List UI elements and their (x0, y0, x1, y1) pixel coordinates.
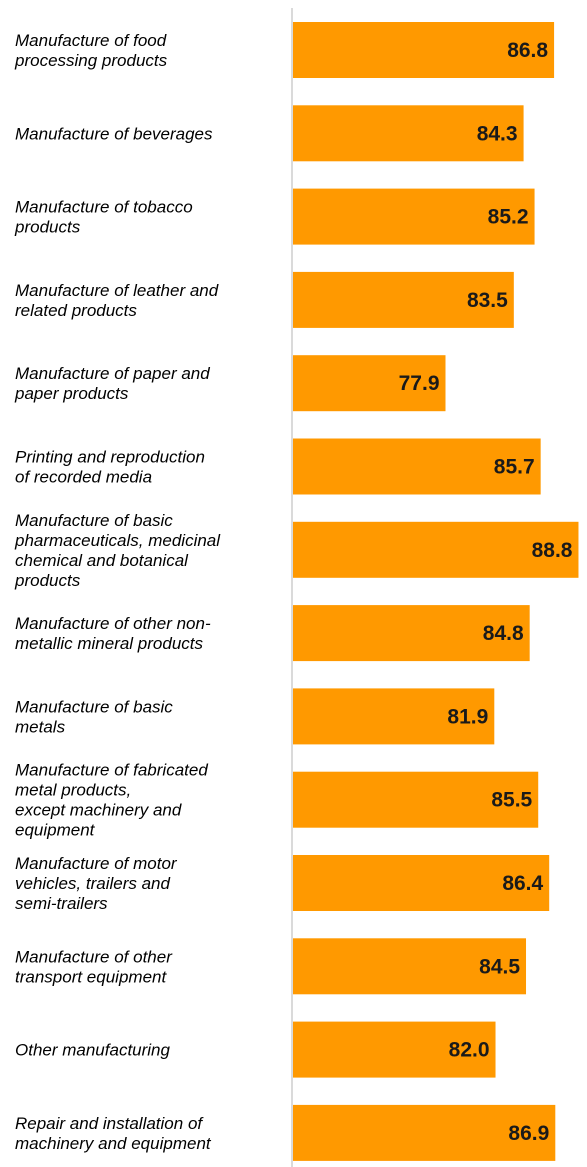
category-label-line: Repair and installation of (15, 1114, 204, 1133)
category-label-line: equipment (15, 821, 96, 840)
bar-11 (293, 855, 550, 911)
value-label-14: 86.9 (508, 1122, 549, 1145)
category-label-line: Manufacture of beverages (15, 124, 213, 143)
bar-7 (293, 521, 579, 578)
value-label-3: 85.2 (488, 206, 529, 229)
category-label-line: machinery and equipment (15, 1134, 212, 1153)
bar-6 (293, 438, 541, 495)
category-label-10: Manufacture of fabricated metal products,… (15, 761, 208, 840)
category-label-line: related products (15, 301, 137, 320)
category-label-14: Repair and installation of machinery and … (15, 1114, 212, 1153)
category-label-line: Manufacture of other non- (15, 614, 211, 633)
value-label-4: 83.5 (467, 289, 508, 312)
bar-3 (293, 188, 535, 245)
category-label-11: Manufacture of motor vehicles, trailers a… (15, 854, 178, 913)
category-label-5: Manufacture of paper and paper products (14, 364, 210, 403)
category-label-line: products (14, 218, 81, 237)
category-label-line: Manufacture of other (15, 947, 173, 966)
value-label-8: 84.8 (483, 622, 524, 645)
value-label-10: 85.5 (491, 789, 532, 812)
value-label-7: 88.8 (532, 539, 573, 562)
category-label-line: Other manufacturing (15, 1041, 171, 1060)
category-label-6: Printing and reproduction of recorded med… (15, 448, 205, 487)
bar-8 (293, 605, 530, 662)
bar-9 (293, 688, 495, 745)
value-label-1: 86.8 (507, 39, 548, 62)
category-label-line: metal products, (15, 781, 131, 800)
category-label-1: Manufacture of food processing products (14, 31, 168, 70)
category-label-line: Manufacture of leather and (15, 281, 219, 300)
category-label-line: Manufacture of basic (15, 697, 173, 716)
bar-13 (293, 1021, 496, 1078)
bar-1 (293, 22, 555, 78)
category-label-line: Printing and reproduction (15, 448, 205, 467)
category-label-line: metals (15, 717, 66, 736)
value-label-2: 84.3 (477, 122, 518, 145)
category-label-12: Manufacture of other transport equipment (15, 947, 173, 986)
category-label-line: vehicles, trailers and (15, 874, 171, 893)
bar-14 (293, 1104, 556, 1161)
category-label-line: products (14, 571, 81, 590)
category-label-line: except machinery and (15, 801, 182, 820)
category-label-line: Manufacture of tobacco (15, 198, 193, 217)
value-label-5: 77.9 (399, 372, 440, 395)
value-label-13: 82.0 (449, 1039, 490, 1062)
bar-5 (293, 355, 446, 412)
category-label-3: Manufacture of tobacco products (14, 198, 193, 237)
category-label-line: pharmaceuticals, medicinal (14, 531, 221, 550)
category-label-line: of recorded media (15, 468, 152, 487)
category-label-line: semi-trailers (15, 894, 108, 913)
value-label-12: 84.5 (479, 955, 520, 978)
category-label-line: transport equipment (15, 967, 167, 986)
bar-10 (293, 771, 539, 828)
bar-2 (293, 105, 524, 162)
value-label-9: 81.9 (447, 705, 488, 728)
category-label-line: metallic mineral products (15, 634, 204, 653)
value-label-11: 86.4 (502, 872, 543, 895)
category-label-13: Other manufacturing (15, 1041, 171, 1060)
category-label-line: processing products (14, 51, 168, 70)
category-label-8: Manufacture of other non-metallic minera… (15, 614, 211, 653)
category-label-line: paper products (14, 384, 129, 403)
category-label-9: Manufacture of basic metals (15, 697, 173, 736)
category-label-line: Manufacture of fabricated (15, 761, 208, 780)
category-label-line: Manufacture of food (15, 31, 167, 50)
category-label-line: Manufacture of motor (15, 854, 178, 873)
bar-4 (293, 271, 514, 328)
category-label-line: chemical and botanical (15, 551, 189, 570)
category-label-line: Manufacture of basic (15, 511, 173, 530)
category-label-4: Manufacture of leather and related produc… (15, 281, 219, 320)
category-label-line: Manufacture of paper and (15, 364, 210, 383)
category-label-2: Manufacture of beverages (15, 124, 213, 143)
bar-12 (293, 938, 527, 995)
category-label-7: Manufacture of basic pharmaceuticals, med… (14, 511, 221, 590)
value-label-6: 85.7 (494, 456, 535, 479)
